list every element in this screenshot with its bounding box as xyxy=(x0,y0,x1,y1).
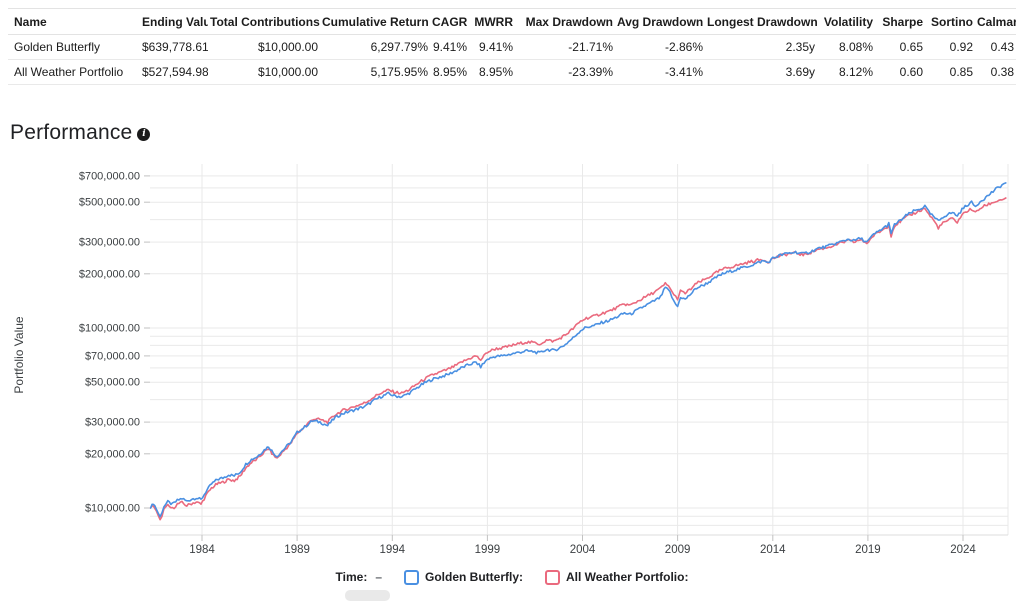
table-cell: -23.39% xyxy=(515,59,615,85)
column-header: CAGR xyxy=(430,8,469,35)
legend-time-label: Time: xyxy=(335,570,368,584)
table-cell: -21.71% xyxy=(515,34,615,60)
column-header: Total Contributions xyxy=(208,8,320,35)
x-axis-label: 2019 xyxy=(855,544,881,556)
table-cell: 3.69y xyxy=(705,59,817,85)
table-cell: 8.08% xyxy=(817,34,875,60)
legend-item[interactable]: All Weather Portfolio: xyxy=(545,569,689,585)
info-icon[interactable]: i xyxy=(137,128,151,141)
x-axis-label: 2004 xyxy=(570,544,596,556)
performance-chart[interactable]: $10,000.00 $20,000.00 $30,000.00 $50,000.00… xyxy=(0,158,1024,558)
y-axis-label: $700,000.00 xyxy=(79,170,140,182)
series-line-all-weather-portfolio[interactable] xyxy=(149,197,1007,521)
table-row: All Weather Portfolio $527,594.98 $10,000.… xyxy=(8,59,1016,85)
table-cell: 2.35y xyxy=(705,34,817,60)
table-cell: 8.12% xyxy=(817,59,875,85)
chart-legend: Time: – Golden Butterfly: All Weather Por… xyxy=(0,567,1024,587)
table-cell: Golden Butterfly xyxy=(8,34,140,60)
y-axis-label: $10,000.00 xyxy=(85,503,140,515)
column-header: Max Drawdown xyxy=(515,8,615,35)
section-title-performance: Performance xyxy=(10,121,133,144)
table-cell: All Weather Portfolio xyxy=(8,59,140,85)
table-cell: 8.95% xyxy=(430,59,469,85)
y-axis-label: $100,000.00 xyxy=(79,323,140,335)
table-cell: 0.43 xyxy=(975,34,1016,60)
table-cell: 0.38 xyxy=(975,59,1016,85)
table-cell: 5,175.95% xyxy=(320,59,430,85)
y-axis-label: $20,000.00 xyxy=(85,448,140,460)
column-header: Cumulative Return xyxy=(320,8,430,35)
x-axis-label: 2024 xyxy=(950,544,976,556)
legend-label[interactable]: Golden Butterfly: xyxy=(425,570,524,584)
y-axis-label: $300,000.00 xyxy=(79,237,140,249)
table-cell: 6,297.79% xyxy=(320,34,430,60)
column-header: Name xyxy=(8,8,140,35)
column-header: Volatility xyxy=(817,8,875,35)
y-axis-label: $70,000.00 xyxy=(85,350,140,362)
table-cell: 9.41% xyxy=(469,34,515,60)
x-axis-label: 1989 xyxy=(284,544,310,556)
column-header: Sharpe xyxy=(875,8,925,35)
column-header: Ending Value xyxy=(140,8,208,35)
table-cell: 0.60 xyxy=(875,59,925,85)
series-line-golden-butterfly[interactable] xyxy=(149,182,1007,518)
table-cell: 9.41% xyxy=(430,34,469,60)
column-header: Avg Drawdown xyxy=(615,8,705,35)
table-cell: 0.92 xyxy=(925,34,975,60)
x-axis-label: 1999 xyxy=(475,544,501,556)
table-cell: -3.41% xyxy=(615,59,705,85)
table-row: Golden Butterfly $639,778.61 $10,000.00 6,2… xyxy=(8,34,1016,60)
legend-checkbox[interactable] xyxy=(404,569,420,585)
y-axis-label: $50,000.00 xyxy=(85,377,140,389)
table-cell: $527,594.98 xyxy=(140,59,208,85)
column-header: Sortino xyxy=(925,8,975,35)
x-axis-label: 1994 xyxy=(380,544,406,556)
column-header: Calmar xyxy=(975,8,1016,35)
legend-time: Time: – xyxy=(336,570,382,584)
x-axis-label: 2009 xyxy=(665,544,691,556)
legend-checkbox[interactable] xyxy=(545,569,561,585)
x-axis-label: 1984 xyxy=(189,544,215,556)
x-axis-label: 2014 xyxy=(760,544,786,556)
table-cell: $10,000.00 xyxy=(208,59,320,85)
table-cell: 0.85 xyxy=(925,59,975,85)
column-header: MWRR xyxy=(469,8,515,35)
table-cell: $10,000.00 xyxy=(208,34,320,60)
y-axis-label: $30,000.00 xyxy=(85,417,140,429)
y-axis-label: $200,000.00 xyxy=(79,268,140,280)
table-cell: $639,778.61 xyxy=(140,34,208,60)
table-cell: -2.86% xyxy=(615,34,705,60)
legend-item[interactable]: Golden Butterfly: xyxy=(404,569,524,585)
legend-label[interactable]: All Weather Portfolio: xyxy=(566,570,689,584)
column-header: Longest Drawdown xyxy=(705,8,817,35)
table-cell: 8.95% xyxy=(469,59,515,85)
y-axis-label: $500,000.00 xyxy=(79,197,140,209)
legend-time-value: – xyxy=(375,570,383,584)
table-cell: 0.65 xyxy=(875,34,925,60)
performance-section-header: Performance i xyxy=(10,121,151,145)
